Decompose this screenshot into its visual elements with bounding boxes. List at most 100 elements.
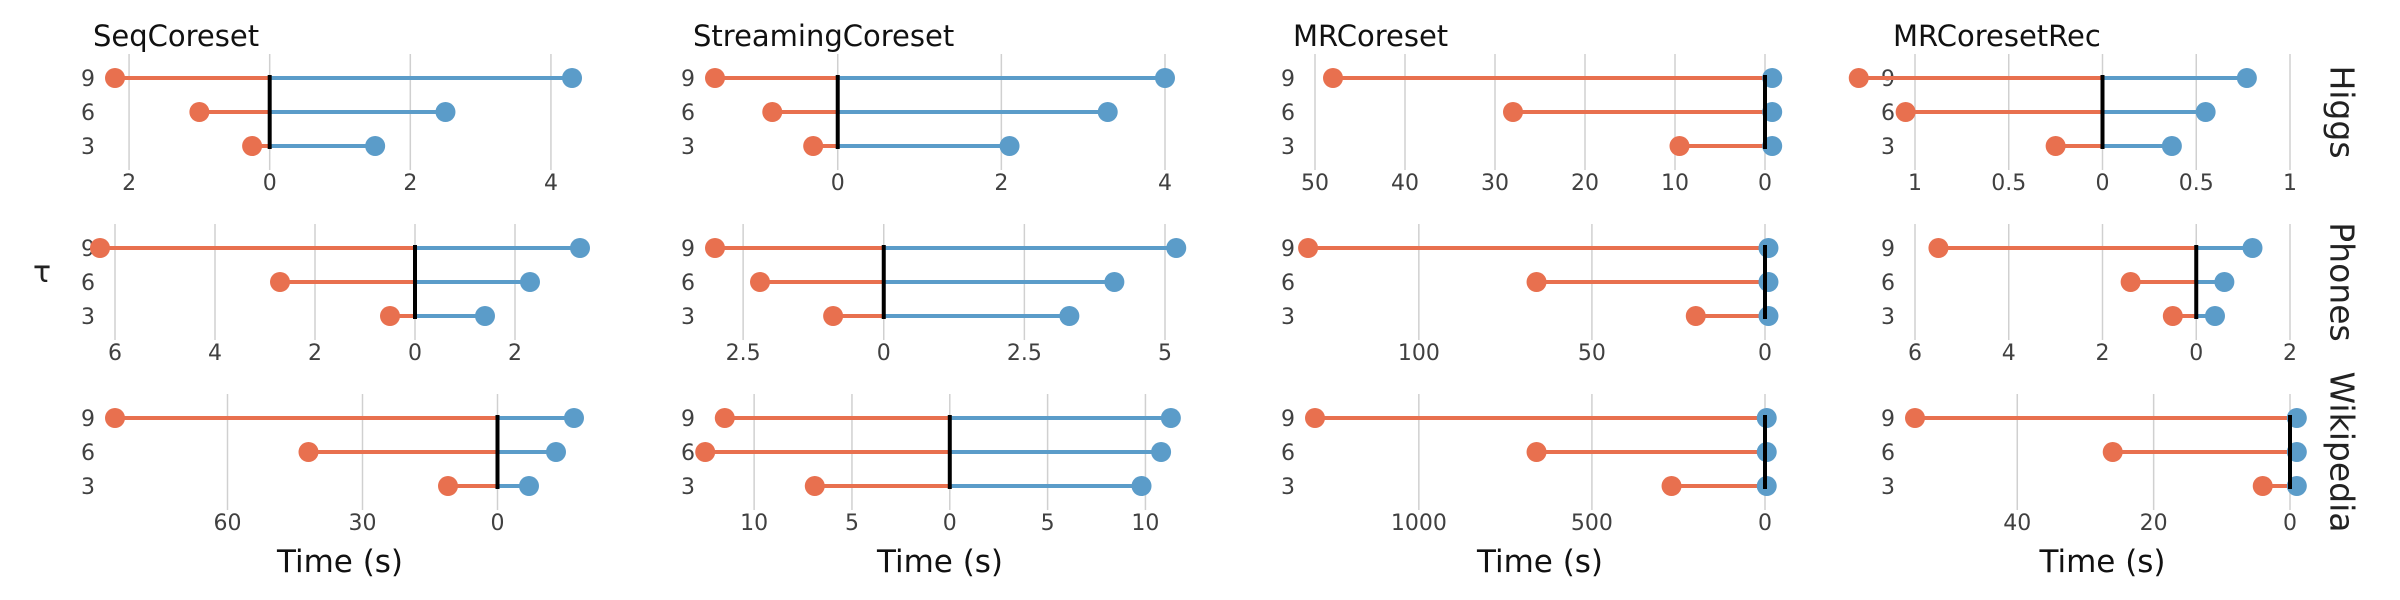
y-tick-label: 9 bbox=[1881, 407, 1895, 432]
left-point bbox=[380, 306, 400, 326]
x-tick-label: 0 bbox=[831, 171, 845, 196]
left-point bbox=[105, 68, 125, 88]
x-tick-label: 60 bbox=[214, 511, 242, 536]
y-tick-label: 3 bbox=[1281, 475, 1295, 500]
x-tick-label: 30 bbox=[1481, 171, 1509, 196]
left-point bbox=[2162, 306, 2183, 326]
left-point bbox=[90, 238, 110, 258]
y-tick-label: 6 bbox=[1281, 101, 1295, 126]
y-axis-label: τ bbox=[33, 255, 51, 290]
right-point bbox=[1097, 102, 1118, 122]
right-point bbox=[2195, 102, 2216, 122]
y-tick-label: 9 bbox=[681, 407, 695, 432]
left-point bbox=[803, 136, 824, 156]
right-point bbox=[2236, 68, 2257, 88]
left-point bbox=[1305, 408, 1325, 428]
left-point bbox=[695, 442, 716, 462]
left-point bbox=[298, 442, 319, 462]
x-tick-label: 0.5 bbox=[2179, 171, 2214, 196]
y-tick-label: 9 bbox=[681, 67, 695, 92]
x-tick-label: 50 bbox=[1301, 171, 1329, 196]
panel-title: MRCoreset bbox=[1293, 19, 1448, 53]
left-point bbox=[1298, 238, 1319, 258]
left-point bbox=[823, 306, 844, 326]
x-tick-label: 0 bbox=[1758, 171, 1772, 196]
y-tick-label: 3 bbox=[81, 475, 95, 500]
x-tick-label: 40 bbox=[2003, 511, 2031, 536]
panel-wikipedia-0: 60 30 0 9 6 3 Time (s) bbox=[81, 394, 584, 580]
x-tick-label: 10 bbox=[740, 511, 768, 536]
left-point bbox=[714, 408, 735, 428]
x-tick-label: 0 bbox=[263, 171, 277, 196]
x-tick-label: 10 bbox=[1661, 171, 1689, 196]
x-axis-label: Time (s) bbox=[2038, 544, 2165, 580]
y-tick-label: 3 bbox=[1281, 135, 1295, 160]
right-point bbox=[1131, 476, 1152, 496]
x-tick-label: 2.5 bbox=[1007, 341, 1042, 366]
left-point bbox=[762, 102, 783, 122]
left-point bbox=[1895, 102, 1916, 122]
y-tick-label: 6 bbox=[681, 101, 695, 126]
x-tick-label: 20 bbox=[2140, 511, 2168, 536]
x-tick-label: 0 bbox=[2283, 511, 2297, 536]
right-point bbox=[1059, 306, 1080, 326]
right-point bbox=[562, 68, 583, 88]
x-tick-label: 2 bbox=[508, 341, 522, 366]
x-tick-label: 2 bbox=[2283, 341, 2297, 366]
left-point bbox=[2120, 272, 2141, 292]
left-point bbox=[1661, 476, 1682, 496]
panel-title: MRCoresetRec bbox=[1893, 19, 2101, 53]
x-tick-label: 0 bbox=[1758, 511, 1772, 536]
x-tick-label: 40 bbox=[1391, 171, 1419, 196]
y-tick-label: 6 bbox=[1881, 101, 1895, 126]
y-tick-label: 3 bbox=[1881, 305, 1895, 330]
right-point bbox=[1160, 408, 1181, 428]
left-point bbox=[105, 408, 125, 428]
x-tick-label: 2 bbox=[994, 171, 1008, 196]
panel-wikipedia-2: 1000 500 0 9 6 3 Time (s) bbox=[1281, 394, 1777, 580]
y-tick-label: 6 bbox=[81, 441, 95, 466]
left-point bbox=[1848, 68, 1869, 88]
x-tick-label: 100 bbox=[1398, 341, 1440, 366]
right-point bbox=[1104, 272, 1125, 292]
right-point bbox=[1758, 272, 1779, 292]
x-tick-label: 1 bbox=[2283, 171, 2297, 196]
left-point bbox=[1669, 136, 1690, 156]
y-tick-label: 6 bbox=[1881, 271, 1895, 296]
left-point bbox=[2252, 476, 2273, 496]
y-tick-label: 9 bbox=[681, 237, 695, 262]
x-tick-label: 500 bbox=[1571, 511, 1613, 536]
left-point bbox=[1928, 238, 1949, 258]
x-tick-label: 6 bbox=[1908, 341, 1922, 366]
panel-wikipedia-1: 10 5 0 5 10 9 6 3 Time (s) bbox=[681, 394, 1181, 580]
x-tick-label: 2.5 bbox=[726, 341, 761, 366]
left-point bbox=[2045, 136, 2066, 156]
left-point bbox=[1503, 102, 1523, 122]
y-tick-label: 6 bbox=[1281, 271, 1295, 296]
left-point bbox=[270, 272, 290, 292]
x-tick-label: 30 bbox=[349, 511, 377, 536]
x-tick-label: 5 bbox=[845, 511, 859, 536]
x-tick-label: 0.5 bbox=[1991, 171, 2026, 196]
y-tick-label: 3 bbox=[1881, 135, 1895, 160]
x-tick-label: 6 bbox=[108, 341, 122, 366]
right-point bbox=[1762, 102, 1783, 122]
right-point bbox=[570, 238, 590, 258]
left-point bbox=[1526, 272, 1547, 292]
x-tick-label: 1000 bbox=[1391, 511, 1447, 536]
x-tick-label: 2 bbox=[2096, 341, 2110, 366]
x-tick-label: 2 bbox=[122, 171, 136, 196]
left-point bbox=[804, 476, 825, 496]
y-tick-label: 3 bbox=[681, 305, 695, 330]
right-point bbox=[546, 442, 566, 462]
y-tick-label: 3 bbox=[81, 135, 95, 160]
y-tick-label: 9 bbox=[1281, 407, 1295, 432]
right-point bbox=[1155, 68, 1175, 88]
left-point bbox=[2102, 442, 2123, 462]
left-point bbox=[1323, 68, 1343, 88]
y-tick-label: 3 bbox=[81, 305, 95, 330]
x-tick-label: 0 bbox=[491, 511, 505, 536]
x-tick-label: 2 bbox=[403, 171, 417, 196]
left-point bbox=[1526, 442, 1547, 462]
